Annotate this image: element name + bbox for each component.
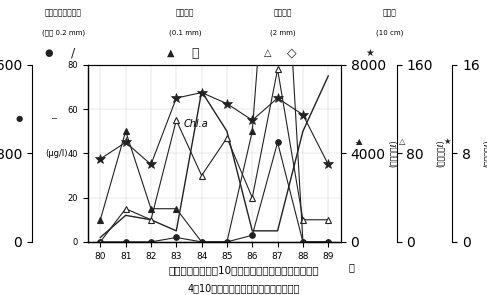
Text: /: / <box>71 47 75 60</box>
Text: (10 cm): (10 cm) <box>376 30 403 36</box>
Text: 図　実験池造成後10年間のプランクトン群集の変動: 図 実験池造成後10年間のプランクトン群集の変動 <box>168 266 319 276</box>
Text: △: △ <box>399 137 406 146</box>
Text: ◇: ◇ <box>287 47 297 60</box>
Text: △: △ <box>264 48 272 58</box>
Y-axis label: (μg/l): (μg/l) <box>45 149 68 158</box>
Text: ★: ★ <box>443 137 450 146</box>
Text: ●: ● <box>44 48 53 58</box>
Text: ミジンコ: ミジンコ <box>273 9 292 18</box>
Text: (長さ 0.2 mm): (長さ 0.2 mm) <box>42 30 85 36</box>
Text: ウムシ類: ウムシ類 <box>176 9 194 18</box>
Text: ▲: ▲ <box>356 137 362 146</box>
Y-axis label: (個体数／ℓ): (個体数／ℓ) <box>389 140 397 167</box>
Text: (2 mm): (2 mm) <box>270 30 295 36</box>
Text: イケツノオビムシ: イケツノオビムシ <box>45 9 82 18</box>
Text: 年: 年 <box>349 262 355 272</box>
Text: ●: ● <box>16 114 23 122</box>
Text: (0.1 mm): (0.1 mm) <box>169 30 201 36</box>
Text: ▲: ▲ <box>167 48 174 58</box>
Text: 4～10月の最大密度または濃度を示す。: 4～10月の最大密度または濃度を示す。 <box>187 283 300 293</box>
Y-axis label: (個体数／ℓ): (個体数／ℓ) <box>435 140 445 167</box>
Text: ─: ─ <box>51 114 56 122</box>
Text: ─: ─ <box>356 137 360 146</box>
Text: Chl.a: Chl.a <box>184 119 208 129</box>
Y-axis label: (個体数／ℓ): (個体数／ℓ) <box>483 140 487 167</box>
Text: ⬧: ⬧ <box>191 47 199 60</box>
Text: ★: ★ <box>366 48 375 58</box>
Text: ブサカ: ブサカ <box>383 9 396 18</box>
